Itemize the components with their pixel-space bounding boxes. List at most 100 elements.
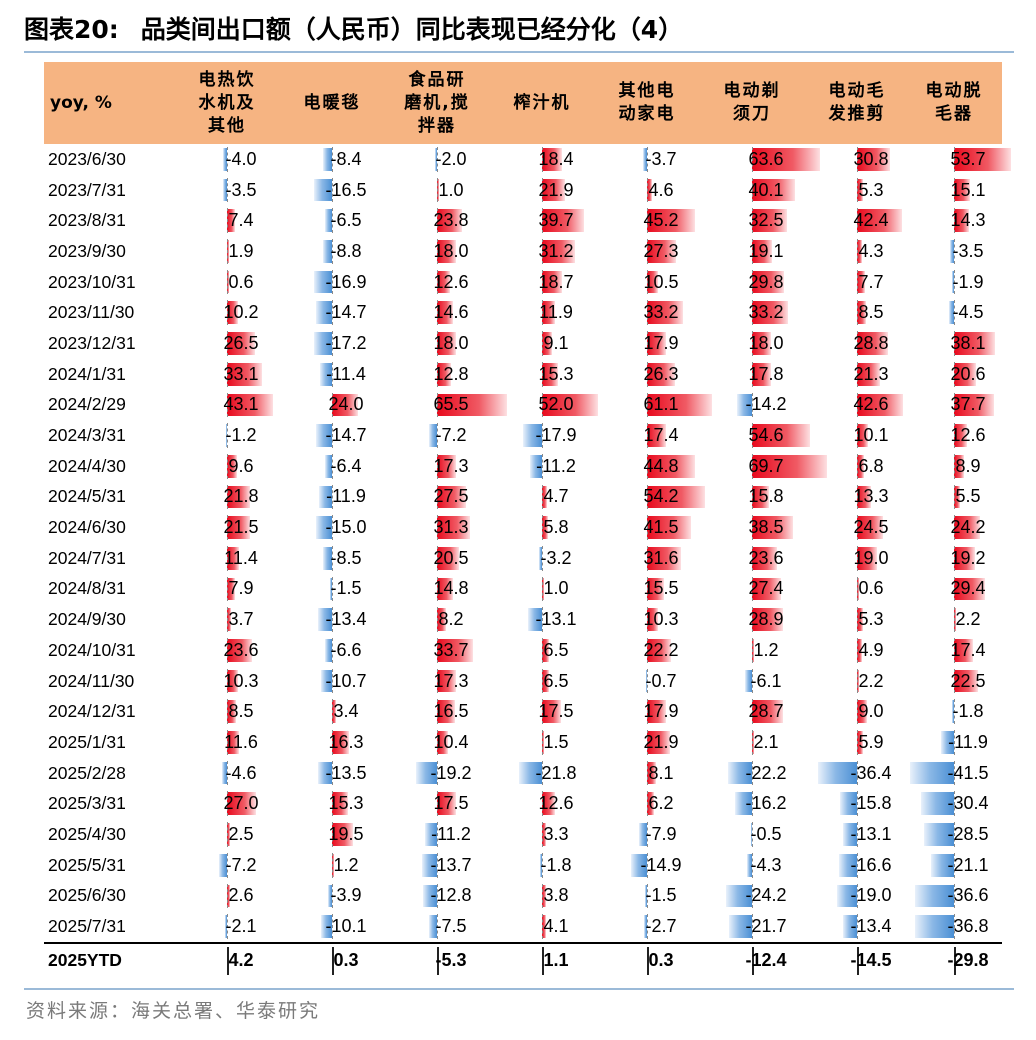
zero-axis-line — [542, 946, 544, 975]
negative-bar — [314, 178, 332, 202]
value-label: 19.0 — [853, 547, 889, 568]
value-label: 12.6 — [433, 271, 469, 292]
value-label: 44.8 — [643, 455, 679, 476]
zero-axis-line — [332, 208, 333, 234]
positive-bar — [647, 700, 667, 724]
row-date: 2023/8/31 — [48, 210, 126, 231]
figure-title-text: 品类间出口额（人民币）同比表现已经分化（4） — [140, 15, 684, 44]
column-header: 榨汁机 — [513, 92, 571, 113]
zero-axis-line — [437, 914, 438, 939]
value-label: 8.1 — [648, 762, 674, 783]
value-cell: -11.2 — [494, 451, 590, 482]
zero-axis-line — [954, 423, 955, 448]
negative-bar — [726, 884, 752, 908]
positive-bar — [647, 577, 664, 601]
value-label: 8.5 — [858, 302, 884, 323]
table-row: 2024/12/31 8.5 3.4 16.5 17.5 17.9 28.7 9.0 -1.8 — [44, 696, 1002, 727]
value-cell: 9.6 — [179, 451, 275, 482]
value-label: -12.4 — [745, 950, 787, 971]
zero-axis-line — [227, 392, 228, 418]
positive-bar — [954, 209, 970, 233]
value-cell: 26.5 — [179, 328, 275, 359]
value-cell: 10.1 — [809, 420, 905, 451]
zero-axis-line — [752, 638, 753, 663]
value-cell: -2.1 — [179, 911, 275, 942]
value-cell: 26.3 — [599, 359, 695, 390]
value-label: 27.5 — [433, 486, 469, 507]
zero-axis-line — [437, 730, 438, 755]
value-cell: 21.8 — [179, 482, 275, 513]
value-cell: 21.9 — [599, 727, 695, 758]
value-cell: 52.0 — [494, 390, 598, 421]
negative-bar — [320, 669, 332, 693]
zero-axis-line — [542, 730, 543, 755]
value-cell: 1.0 — [494, 574, 590, 605]
value-label: -3.2 — [540, 547, 572, 568]
zero-axis-line — [542, 883, 543, 909]
zero-axis-line — [954, 607, 955, 632]
positive-bar — [857, 362, 880, 386]
zero-axis-line — [227, 423, 228, 448]
zero-axis-line — [752, 392, 753, 418]
zero-axis-line — [437, 269, 438, 295]
row-date: 2024/9/30 — [48, 609, 126, 630]
value-label: 5.8 — [543, 517, 569, 538]
value-label: 17.5 — [538, 701, 574, 722]
value-cell: -6.6 — [284, 635, 380, 666]
positive-bar — [437, 577, 453, 601]
zero-axis-line — [227, 484, 228, 510]
value-cell: -4.6 — [179, 758, 275, 789]
zero-axis-line — [542, 699, 543, 725]
value-label: 7.7 — [858, 271, 884, 292]
positive-bar — [752, 362, 772, 386]
zero-axis-line — [437, 177, 438, 203]
zero-axis-line — [954, 484, 955, 510]
zero-axis-line — [332, 822, 333, 847]
zero-axis-line — [542, 515, 543, 540]
negative-bar — [923, 823, 954, 846]
row-date: 2024/11/30 — [48, 670, 135, 691]
zero-axis-line — [752, 177, 753, 203]
value-label: 29.4 — [950, 578, 986, 599]
positive-bar — [857, 332, 888, 355]
negative-bar — [540, 853, 542, 877]
zero-axis-line — [332, 147, 333, 172]
positive-bar — [227, 516, 250, 539]
positive-bar — [857, 608, 863, 631]
positive-bar — [857, 700, 867, 724]
zero-axis-line — [752, 300, 753, 326]
positive-bar — [752, 485, 769, 509]
value-label: -36.6 — [947, 885, 989, 906]
positive-bar — [954, 577, 986, 601]
negative-bar — [224, 915, 227, 938]
table-body: 2023/6/30 -4.0 -8.4 -2.0 18.4 -3.7 63.6 30.8 53.… — [44, 144, 1012, 978]
value-label: -21.8 — [535, 762, 577, 783]
value-cell: 4.7 — [494, 482, 590, 513]
row-date: 2023/9/30 — [48, 240, 126, 261]
positive-bar — [752, 209, 787, 233]
value-label: 21.9 — [643, 731, 679, 752]
zero-axis-line — [954, 515, 955, 540]
value-label: -14.2 — [745, 394, 787, 415]
positive-bar — [542, 700, 561, 724]
negative-bar — [631, 853, 647, 877]
value-label: -13.7 — [430, 854, 472, 875]
column-header: 食品研 磨机,搅 拌器 — [404, 69, 470, 136]
value-label: 33.7 — [433, 639, 469, 660]
positive-bar — [647, 270, 659, 294]
positive-bar — [437, 485, 467, 509]
table-row: 2023/9/30 1.9 -8.8 18.0 31.2 27.3 19.1 4.3 -3.5 — [44, 236, 1002, 267]
value-cell: -11.4 — [284, 359, 380, 390]
value-label: -15.0 — [325, 517, 367, 538]
value-cell: 0.3 — [599, 944, 695, 978]
value-label: -14.9 — [640, 854, 682, 875]
negative-bar — [425, 823, 437, 846]
positive-bar — [542, 332, 552, 355]
negative-bar — [909, 761, 954, 785]
value-cell: 19.2 — [906, 543, 1002, 574]
zero-axis-line — [227, 699, 228, 725]
value-cell: 32.5 — [704, 205, 800, 236]
value-label: 19.5 — [328, 823, 364, 844]
value-cell: -6.4 — [284, 451, 380, 482]
value-label: 41.5 — [643, 517, 679, 538]
